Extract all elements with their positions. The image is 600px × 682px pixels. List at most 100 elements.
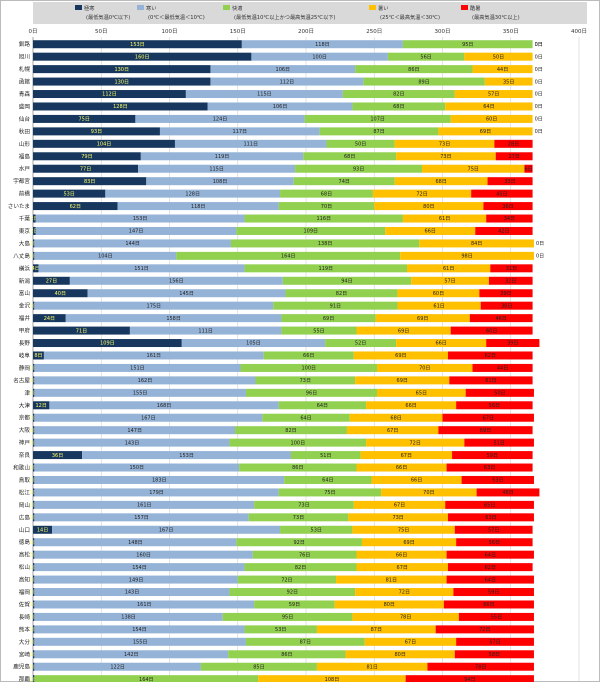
category-label-47: 熊本 bbox=[19, 625, 31, 633]
bar-21-s4 bbox=[397, 301, 481, 310]
data-label-6-s1: 75日 bbox=[79, 117, 90, 123]
bar-row-29: 12日 168日 64日 66日 56日 bbox=[33, 401, 533, 410]
data-label-25-s2: 161日 bbox=[147, 353, 162, 359]
bar-46-s1 bbox=[33, 612, 35, 621]
bar-row-28: 1日 155日 96日 65日 50日 bbox=[30, 388, 534, 397]
data-label-49-s4: 80日 bbox=[394, 652, 405, 658]
bar-38-s3 bbox=[248, 513, 349, 522]
data-label-23-s2: 111日 bbox=[198, 328, 213, 334]
bar-29-s2 bbox=[49, 401, 279, 410]
bar-3-s2 bbox=[210, 77, 364, 86]
data-label-35-s4: 66日 bbox=[411, 478, 422, 484]
bar-10-s4 bbox=[422, 164, 525, 173]
data-label-51-s3: 164日 bbox=[139, 677, 154, 682]
category-label-18: 横浜 bbox=[19, 264, 31, 272]
bar-43-s2 bbox=[34, 575, 238, 584]
category-label-19: 新潟 bbox=[19, 277, 31, 285]
bar-36-s1 bbox=[33, 488, 35, 497]
bar-10-s5 bbox=[524, 164, 533, 173]
data-label-3-s5: 0日 bbox=[535, 79, 543, 85]
bar-47-s2 bbox=[34, 625, 245, 634]
bar-1-s4 bbox=[464, 52, 533, 61]
data-label-30-s2: 167日 bbox=[141, 415, 156, 421]
data-label-24-s2: 105日 bbox=[246, 341, 261, 347]
data-label-3-s4: 35日 bbox=[503, 79, 514, 85]
bar-32-s5 bbox=[464, 438, 534, 447]
category-label-21: 金沢 bbox=[19, 302, 31, 310]
category-label-25: 岐阜 bbox=[19, 351, 31, 359]
category-label-29: 大津 bbox=[19, 401, 31, 409]
bar-row-24: 109日 105日 52日 66日 39日 bbox=[33, 339, 540, 348]
data-label-35-s5: 53日 bbox=[492, 478, 503, 484]
data-label-34-s4: 66日 bbox=[396, 465, 407, 471]
bar-13-s2 bbox=[117, 202, 279, 211]
data-label-46-s4: 78日 bbox=[400, 615, 411, 621]
bar-18-s5 bbox=[490, 264, 533, 273]
data-label-29-s3: 64日 bbox=[317, 403, 328, 409]
data-label-51-s1: 1日 bbox=[30, 677, 38, 682]
bar-6-s2 bbox=[135, 114, 305, 123]
data-label-42-s5: 62日 bbox=[485, 565, 496, 571]
bar-34-s3 bbox=[239, 463, 357, 472]
data-label-38-s5: 63日 bbox=[485, 515, 496, 521]
data-label-27-s4: 69日 bbox=[397, 378, 408, 384]
bar-row-41: 1日 160日 76日 66日 64日 bbox=[30, 550, 534, 559]
data-label-14-s2: 153日 bbox=[133, 216, 148, 222]
bar-28-s4 bbox=[376, 388, 466, 397]
data-label-45-s1: 1日 bbox=[30, 602, 38, 608]
category-label-12: 前橋 bbox=[19, 190, 31, 198]
category-label-20: 富山 bbox=[19, 289, 30, 297]
data-label-34-s2: 150日 bbox=[129, 465, 144, 471]
bar-24-s3 bbox=[325, 339, 397, 348]
bar-25-s5 bbox=[447, 351, 533, 360]
bar-20-s5 bbox=[479, 289, 533, 298]
bar-26-s3 bbox=[240, 363, 377, 372]
data-label-37-s4: 67日 bbox=[394, 503, 405, 509]
bar-row-47: 1日 154日 53日 87日 72日 bbox=[30, 625, 534, 634]
bar-19-s3 bbox=[282, 276, 412, 285]
data-label-26-s1: 1日 bbox=[30, 366, 38, 372]
bar-9-s4 bbox=[396, 152, 496, 161]
bar-2-s2 bbox=[210, 65, 356, 74]
data-label-44-s4: 72日 bbox=[399, 590, 410, 596]
category-label-51: 那覇 bbox=[19, 675, 31, 682]
bar-9-s2 bbox=[140, 152, 304, 161]
data-label-42-s4: 67日 bbox=[397, 565, 408, 571]
bar-row-31: 1日 147日 82日 67日 69日 bbox=[30, 426, 533, 435]
bar-32-s3 bbox=[229, 438, 367, 447]
legend-desc-4: (25℃＜最高気温＜30℃) bbox=[380, 13, 440, 21]
data-label-21-s2: 175日 bbox=[147, 303, 162, 309]
data-label-32-s5: 51日 bbox=[493, 440, 504, 446]
bar-28-s3 bbox=[245, 388, 377, 397]
bar-49-s2 bbox=[34, 650, 229, 659]
category-label-42: 松山 bbox=[19, 563, 30, 571]
bar-row-50: 1日 122日 85日 81日 78日 bbox=[30, 662, 534, 671]
data-label-9-s4: 73日 bbox=[440, 154, 451, 160]
bar-44-s2 bbox=[34, 588, 230, 597]
data-label-19-s1: 27日 bbox=[46, 278, 57, 284]
data-label-46-s1: 1日 bbox=[30, 615, 38, 621]
bar-11-s3 bbox=[293, 177, 395, 186]
bar-32-s1 bbox=[33, 438, 35, 447]
category-label-31: 大阪 bbox=[19, 426, 31, 434]
bar-20-s1 bbox=[33, 289, 88, 298]
data-label-7-s3: 87日 bbox=[373, 129, 384, 135]
bar-row-3: 130日 112日 89日 35日 0日 bbox=[33, 77, 543, 86]
bar-29-s5 bbox=[456, 401, 533, 410]
category-label-33: 奈良 bbox=[19, 451, 31, 459]
data-label-25-s3: 66日 bbox=[303, 353, 314, 359]
data-label-4-s4: 57日 bbox=[488, 92, 499, 98]
data-label-41-s4: 66日 bbox=[396, 552, 407, 558]
bar-7-s3 bbox=[319, 127, 439, 136]
category-label-22: 福井 bbox=[19, 314, 31, 322]
data-label-10-s5: 6日 bbox=[524, 166, 532, 172]
bar-row-20: 40日 145日 82日 60日 39日 bbox=[33, 289, 533, 298]
data-label-5-s2: 106日 bbox=[273, 104, 288, 110]
category-label-49: 宮崎 bbox=[19, 650, 31, 658]
data-label-33-s1: 36日 bbox=[52, 453, 63, 459]
bar-10-s2 bbox=[138, 164, 296, 173]
bar-8-s4 bbox=[394, 139, 495, 148]
bar-21-s3 bbox=[273, 301, 398, 310]
bar-10-s1 bbox=[33, 164, 139, 173]
data-label-22-s1: 24日 bbox=[44, 316, 55, 322]
